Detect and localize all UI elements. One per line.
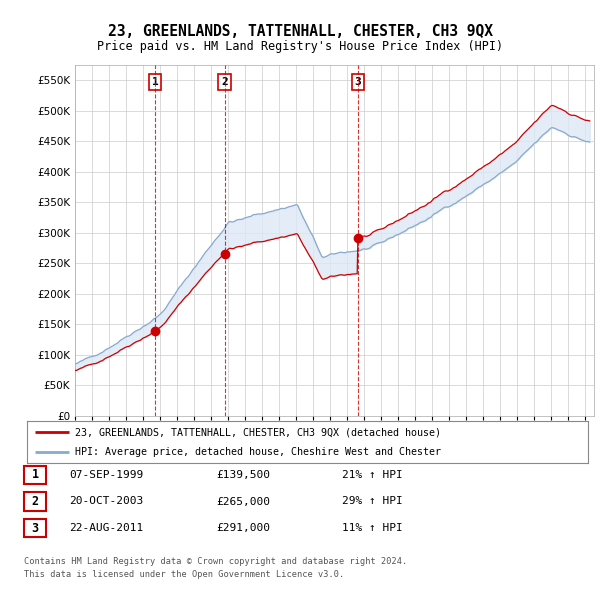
Text: £265,000: £265,000 xyxy=(216,497,270,506)
Text: 2: 2 xyxy=(32,495,38,508)
Text: 07-SEP-1999: 07-SEP-1999 xyxy=(69,470,143,480)
Text: This data is licensed under the Open Government Licence v3.0.: This data is licensed under the Open Gov… xyxy=(24,571,344,579)
Text: 3: 3 xyxy=(32,522,38,535)
Text: HPI: Average price, detached house, Cheshire West and Chester: HPI: Average price, detached house, Ches… xyxy=(74,447,440,457)
Text: Price paid vs. HM Land Registry's House Price Index (HPI): Price paid vs. HM Land Registry's House … xyxy=(97,40,503,53)
Text: Contains HM Land Registry data © Crown copyright and database right 2024.: Contains HM Land Registry data © Crown c… xyxy=(24,558,407,566)
Text: 1: 1 xyxy=(32,468,38,481)
Text: 22-AUG-2011: 22-AUG-2011 xyxy=(69,523,143,533)
Text: 11% ↑ HPI: 11% ↑ HPI xyxy=(342,523,403,533)
Text: 29% ↑ HPI: 29% ↑ HPI xyxy=(342,497,403,506)
Text: £291,000: £291,000 xyxy=(216,523,270,533)
Text: 21% ↑ HPI: 21% ↑ HPI xyxy=(342,470,403,480)
Text: 3: 3 xyxy=(355,77,361,87)
Text: 2: 2 xyxy=(221,77,228,87)
Text: 1: 1 xyxy=(152,77,158,87)
Text: £139,500: £139,500 xyxy=(216,470,270,480)
Text: 20-OCT-2003: 20-OCT-2003 xyxy=(69,497,143,506)
Text: 23, GREENLANDS, TATTENHALL, CHESTER, CH3 9QX: 23, GREENLANDS, TATTENHALL, CHESTER, CH3… xyxy=(107,24,493,38)
Text: 23, GREENLANDS, TATTENHALL, CHESTER, CH3 9QX (detached house): 23, GREENLANDS, TATTENHALL, CHESTER, CH3… xyxy=(74,427,440,437)
